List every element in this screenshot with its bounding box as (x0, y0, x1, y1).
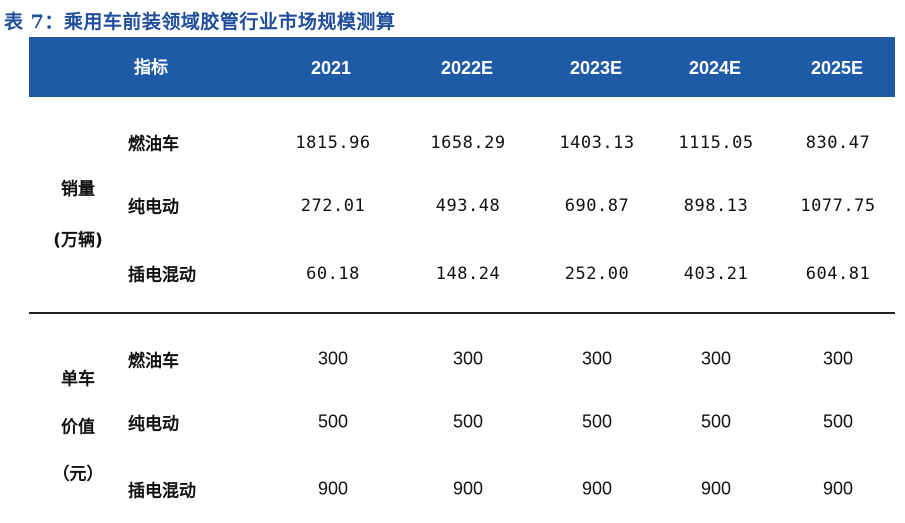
sales-fuel-2022: 1658.29 (430, 133, 506, 153)
section-divider (29, 312, 895, 314)
header-year: 2022E (440, 58, 494, 78)
row-label-bev: 纯电动 (128, 197, 179, 218)
price-group-label: 单车 (61, 369, 95, 390)
price-phev-2024: 900 (700, 478, 732, 499)
sales-fuel-2024: 1115.05 (678, 133, 754, 153)
sales-phev-2023: 252.00 (564, 264, 630, 284)
sales-bev-2022: 493.48 (435, 196, 501, 216)
price-phev-2022: 900 (452, 478, 484, 499)
table-caption: 表 7：乘用车前装领域胶管行业市场规模测算 (4, 11, 396, 33)
table-header: 指标 2021 2022E 2023E 2024E 2025E (29, 39, 895, 97)
top-rule (29, 37, 895, 39)
price-fuel-2023: 300 (581, 348, 613, 369)
row-label-phev: 插电混动 (128, 265, 196, 286)
price-group-label-2: 价值 (61, 417, 95, 438)
sales-bev-2025: 1077.75 (800, 196, 876, 216)
sales-fuel-2021: 1815.96 (295, 133, 371, 153)
sales-group-label: 销量 (61, 179, 95, 200)
price-bev-2021: 500 (317, 411, 349, 432)
sales-phev-2025: 604.81 (805, 264, 871, 284)
sales-phev-2024: 403.21 (683, 264, 749, 284)
row-label-phev: 插电混动 (128, 481, 196, 502)
header-year: 2021 (310, 58, 352, 78)
price-fuel-2024: 300 (700, 348, 732, 369)
sales-bev-2023: 690.87 (564, 196, 630, 216)
sales-bev-2024: 898.13 (683, 196, 749, 216)
sales-fuel-2025: 830.47 (805, 133, 871, 153)
header-year: 2025E (810, 58, 864, 78)
price-group-unit: （元） (52, 464, 104, 485)
price-phev-2025: 900 (822, 478, 854, 499)
price-phev-2021: 900 (317, 478, 349, 499)
price-bev-2022: 500 (452, 411, 484, 432)
sales-phev-2021: 60.18 (306, 264, 360, 284)
sales-phev-2022: 148.24 (435, 264, 501, 284)
sales-bev-2021: 272.01 (300, 196, 366, 216)
price-bev-2025: 500 (822, 411, 854, 432)
price-bev-2024: 500 (700, 411, 732, 432)
header-year: 2024E (688, 58, 742, 78)
price-bev-2023: 500 (581, 411, 613, 432)
price-fuel-2025: 300 (822, 348, 854, 369)
row-label-bev: 纯电动 (128, 414, 179, 435)
price-fuel-2021: 300 (317, 348, 349, 369)
price-fuel-2022: 300 (452, 348, 484, 369)
sales-group-unit: (万辆) (53, 230, 103, 251)
row-label-fuel: 燃油车 (128, 351, 179, 372)
sales-fuel-2023: 1403.13 (559, 133, 635, 153)
header-indicator: 指标 (134, 58, 168, 78)
price-phev-2023: 900 (581, 478, 613, 499)
row-label-fuel: 燃油车 (128, 134, 179, 155)
header-year: 2023E (569, 58, 623, 78)
